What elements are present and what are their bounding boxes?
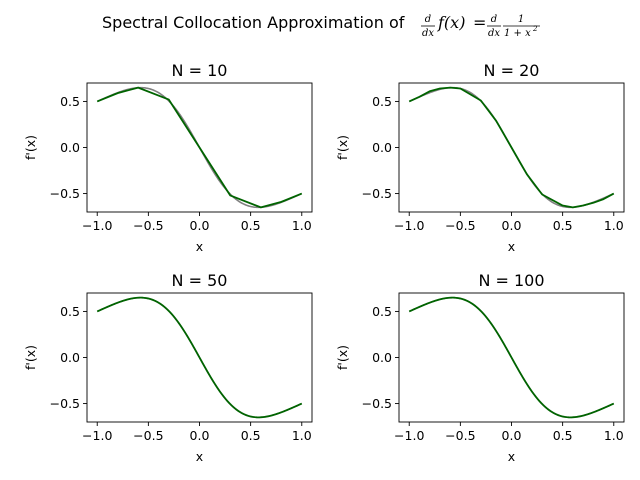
x-tick-label: 0.0	[190, 428, 210, 443]
y-tick-label: 0.5	[60, 304, 80, 319]
y-tick-label: 0.0	[60, 350, 80, 365]
x-tick-label: −0.5	[133, 218, 163, 233]
y-tick-label: 0.0	[372, 140, 392, 155]
y-tick-label: 0.0	[372, 350, 392, 365]
approximation-line	[96, 86, 303, 209]
y-axis-label: f'(x)	[335, 345, 350, 370]
y-axis-label: f'(x)	[23, 135, 38, 160]
y-tick-label: −0.5	[50, 186, 80, 201]
y-tick-label: 0.5	[372, 304, 392, 319]
x-tick-label: 0.5	[241, 428, 261, 443]
title-prefix: Spectral Collocation Approximation of	[102, 13, 405, 32]
title-exponent: 2	[532, 25, 538, 33]
x-tick-label: 1.0	[604, 218, 624, 233]
x-tick-label: −1.0	[82, 428, 112, 443]
title-d-2: d	[491, 14, 497, 25]
x-tick-label: 0.5	[553, 428, 573, 443]
y-tick-label: −0.5	[362, 396, 392, 411]
approximation-line	[408, 86, 615, 209]
subplot-title: N = 100	[478, 271, 544, 290]
approximation-line	[408, 296, 615, 419]
approximation-line	[96, 296, 303, 419]
x-tick-label: −1.0	[394, 218, 424, 233]
y-tick-label: 0.5	[372, 94, 392, 109]
x-tick-label: 1.0	[604, 428, 624, 443]
title-dx-1: dx	[422, 28, 434, 39]
title-equals: =	[473, 13, 486, 32]
y-tick-label: −0.5	[50, 396, 80, 411]
x-tick-label: 0.5	[553, 218, 573, 233]
x-tick-label: 0.5	[241, 218, 261, 233]
title-dx-2: dx	[488, 28, 500, 39]
title-fx: f(x)	[437, 13, 465, 32]
x-axis-label: x	[196, 239, 203, 254]
x-tick-label: 1.0	[292, 218, 312, 233]
x-tick-label: −1.0	[394, 428, 424, 443]
y-tick-label: 0.0	[60, 140, 80, 155]
y-tick-label: 0.5	[60, 94, 80, 109]
x-axis-label: x	[508, 239, 515, 254]
x-tick-label: −0.5	[133, 428, 163, 443]
title-denominator: 1 + x	[504, 28, 531, 39]
x-tick-label: −0.5	[445, 218, 475, 233]
subplot-1: N = 10 −1.0 −0.5 0.0 0.5 1.0 −0.5 0.0 0.5 x f'(x)	[23, 61, 313, 254]
x-tick-label: 0.0	[502, 218, 522, 233]
x-tick-label: 1.0	[292, 428, 312, 443]
y-tick-label: −0.5	[362, 186, 392, 201]
x-tick-label: −1.0	[82, 218, 112, 233]
x-tick-label: 0.0	[502, 428, 522, 443]
x-axis-label: x	[508, 449, 515, 464]
subplot-2: N = 20 −1.0 −0.5 0.0 0.5 1.0 −0.5 0.0 0.5 x f'(x)	[335, 61, 625, 254]
title-d-1: d	[425, 14, 431, 25]
x-tick-label: −0.5	[445, 428, 475, 443]
subplot-title: N = 20	[484, 61, 540, 80]
x-tick-label: 0.0	[190, 218, 210, 233]
subplot-title: N = 50	[172, 271, 228, 290]
subplot-title: N = 10	[172, 61, 228, 80]
figure-title: Spectral Collocation Approximation of d …	[102, 13, 540, 39]
subplot-3: N = 50 −1.0 −0.5 0.0 0.5 1.0 −0.5 0.0 0.5 x f'(x)	[23, 271, 313, 464]
title-one: 1	[518, 14, 524, 25]
y-axis-label: f'(x)	[23, 345, 38, 370]
y-axis-label: f'(x)	[335, 135, 350, 160]
subplot-4: N = 100 −1.0 −0.5 0.0 0.5 1.0 −0.5 0.0 0.5 x f'(x)	[335, 271, 625, 464]
subplots: N = 10−1.0 −0.5 0.0 0.5 1.0−0.50.00.5xf'(x)N…	[23, 61, 625, 464]
x-axis-label: x	[196, 449, 203, 464]
